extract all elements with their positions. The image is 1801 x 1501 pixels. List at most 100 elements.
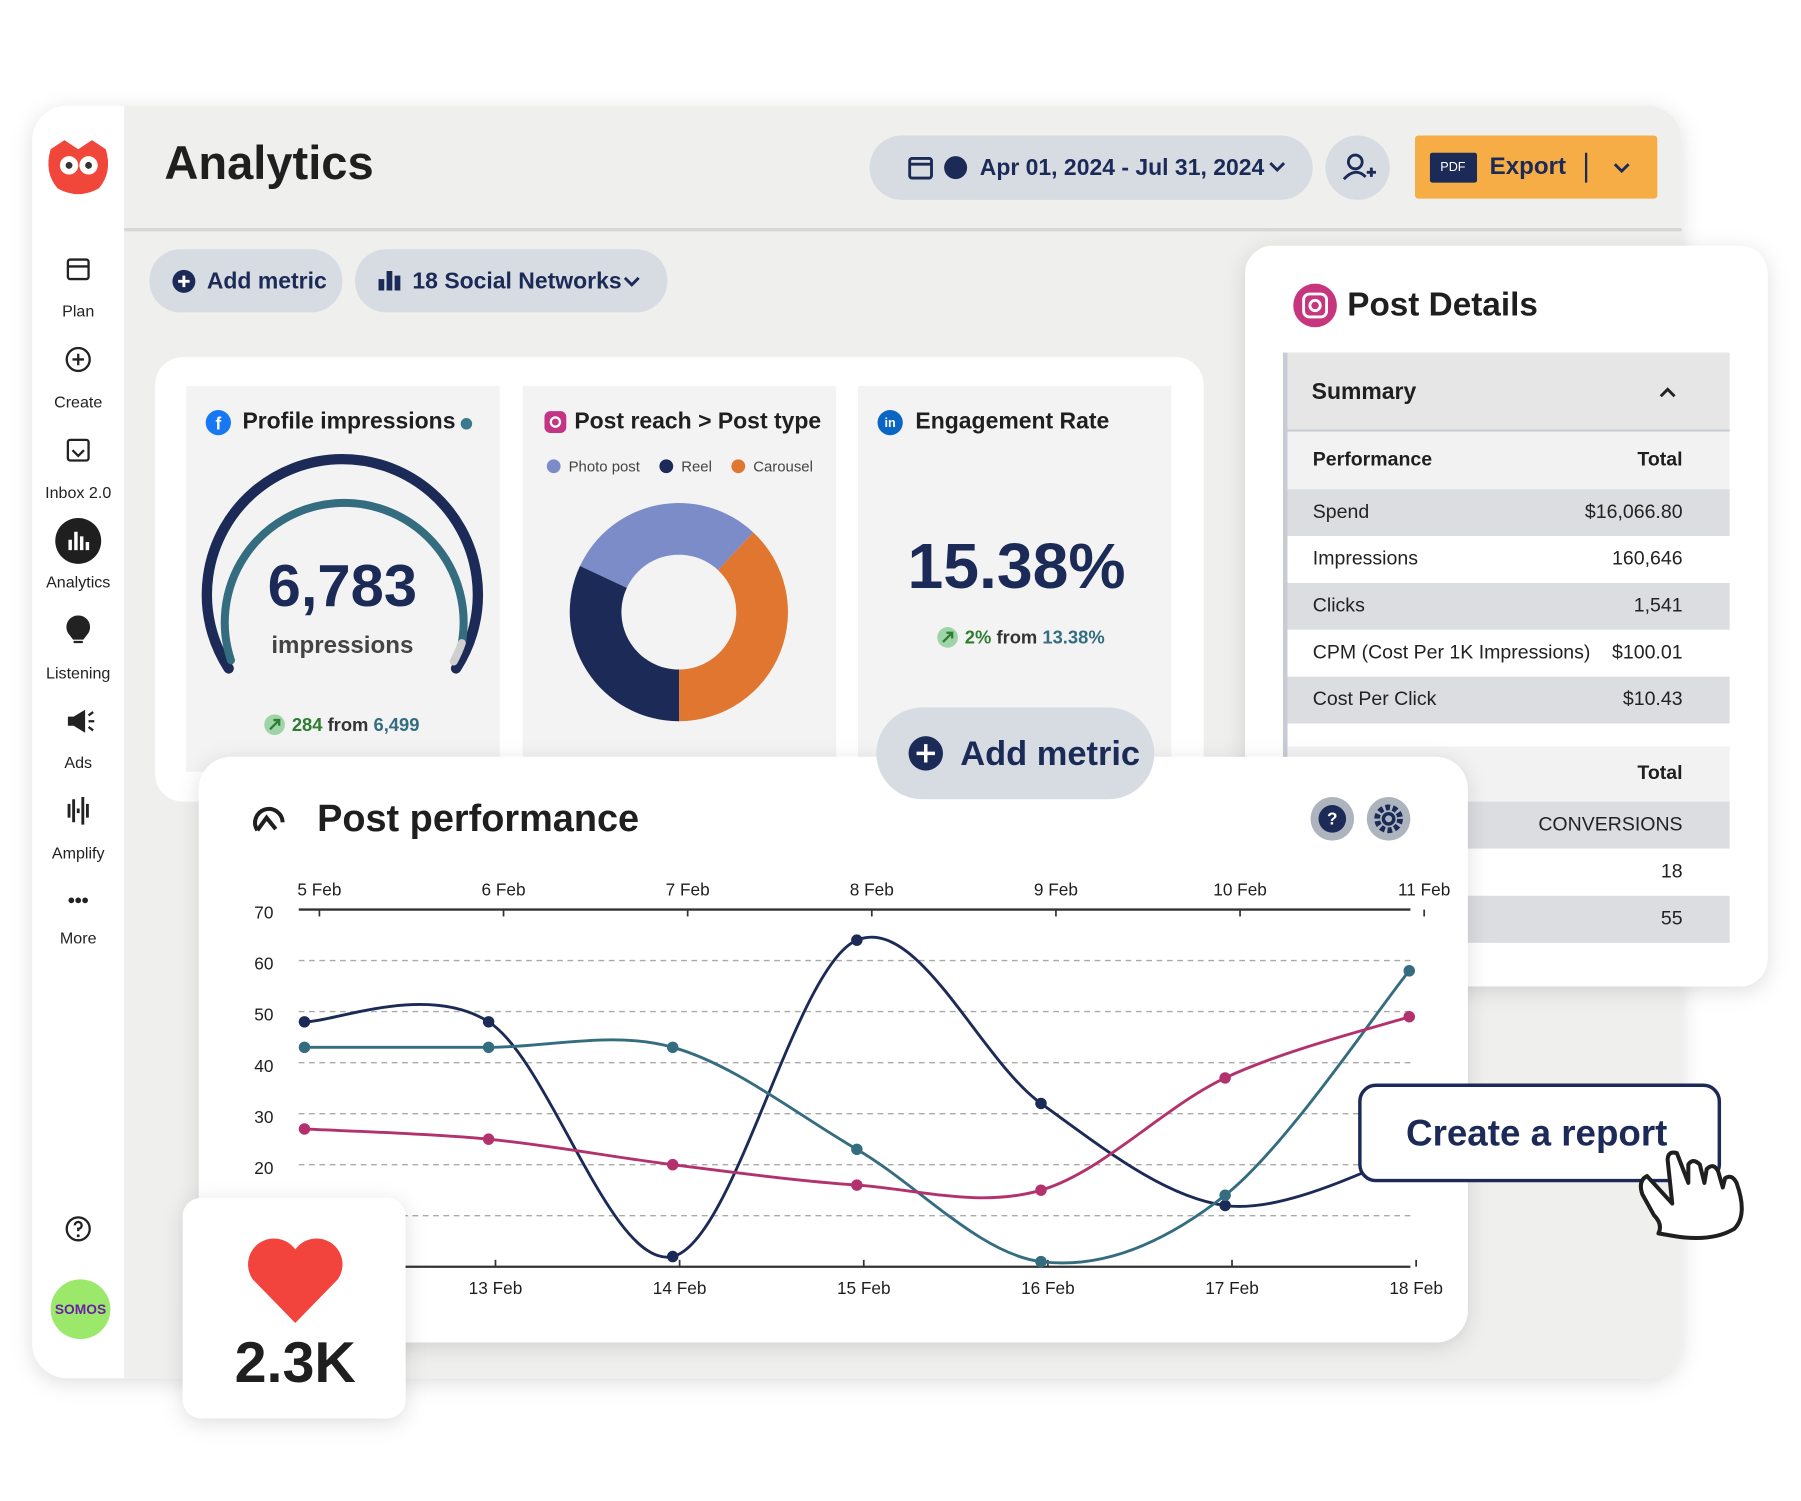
logo: [48, 140, 109, 195]
svg-text:?: ?: [1327, 809, 1338, 829]
data-point: [666, 1158, 679, 1171]
data-point: [1219, 1189, 1231, 1202]
date-range[interactable]: Apr 01, 2024 - Jul 31, 2024: [980, 154, 1265, 180]
settings-button[interactable]: [1366, 797, 1411, 841]
likes-value: 2.3K: [235, 1331, 356, 1395]
data-point: [1035, 1255, 1047, 1268]
share-button[interactable]: [1325, 135, 1390, 200]
table-cell: $10.43: [1623, 688, 1683, 710]
from: from: [328, 714, 369, 735]
button-label[interactable]: Create a report: [1406, 1113, 1667, 1154]
table-header: [1287, 431, 1730, 490]
gauge-rest: [449, 639, 466, 666]
export-label[interactable]: Export: [1490, 153, 1566, 180]
x2-tick-label: 17 Feb: [1205, 1278, 1259, 1298]
collapse-icon[interactable]: [1659, 387, 1676, 398]
nav-label[interactable]: Analytics: [46, 574, 110, 592]
card-change: 2% from 13.38%: [965, 626, 1105, 647]
pointer-hand: [1638, 1150, 1744, 1241]
data-point: [482, 1016, 495, 1028]
y-tick-label: 40: [254, 1056, 273, 1076]
x-tick-label: 6 Feb: [482, 880, 526, 900]
export-button[interactable]: PDF Export: [1414, 135, 1658, 199]
instagram-icon: [1293, 283, 1337, 328]
legend-swatch: [546, 459, 561, 474]
summary-label[interactable]: Summary: [1312, 378, 1417, 404]
panel-title: Post Details: [1347, 286, 1538, 323]
nav-label[interactable]: More: [60, 930, 97, 948]
avatar[interactable]: [50, 1279, 111, 1340]
card-title: Post reach > Post type: [574, 408, 821, 434]
data-point: [666, 1041, 679, 1054]
data-point: [851, 1143, 863, 1156]
nav-label[interactable]: Inbox 2.0: [45, 484, 111, 502]
card-title: Post performance: [317, 798, 639, 840]
avatar-label: SOMOS: [55, 1302, 106, 1317]
linkedin-icon: [877, 409, 903, 436]
button-label[interactable]: 18 Social Networks: [412, 268, 621, 294]
legend-label: Reel: [681, 458, 712, 475]
card-title: Engagement Rate: [915, 408, 1109, 434]
card-unit: impressions: [271, 632, 413, 659]
export-badge: PDF: [1440, 160, 1466, 174]
table-cell: $16,066.80: [1585, 501, 1683, 523]
nav-label[interactable]: Amplify: [52, 845, 105, 863]
performance-icon: [253, 806, 285, 832]
table-cell: CONVERSIONS: [1538, 813, 1682, 835]
help-button[interactable]: ?: [1310, 797, 1355, 841]
table-cell: 55: [1661, 907, 1683, 929]
nav-plan[interactable]: Plan: [62, 258, 94, 321]
nav-inbox[interactable]: Inbox 2.0: [45, 438, 111, 502]
nav-label[interactable]: Listening: [46, 664, 110, 682]
donut-slice: [579, 503, 754, 588]
add-metric-floating[interactable]: Add metric: [876, 707, 1155, 800]
donut-slice: [569, 566, 680, 722]
icon-glyph: in: [885, 416, 896, 430]
table-row: [1287, 536, 1730, 583]
card-value: 6,783: [268, 552, 417, 619]
data-point: [1219, 1199, 1231, 1212]
y-tick-label: 50: [254, 1005, 273, 1025]
nav-label[interactable]: Create: [54, 393, 102, 411]
x-tick-label: 5 Feb: [297, 880, 341, 900]
from: from: [996, 626, 1037, 647]
table-cell: Clicks: [1313, 595, 1365, 617]
data-point: [482, 1133, 495, 1145]
nav-ads[interactable]: Ads: [64, 709, 95, 772]
table-header-cell: Total: [1637, 762, 1682, 784]
networks-button[interactable]: 18 Social Networks: [354, 249, 668, 313]
create-report-button[interactable]: Create a report: [1358, 1083, 1722, 1183]
x2-tick-label: 15 Feb: [837, 1278, 891, 1298]
x2-tick-label: 13 Feb: [469, 1278, 523, 1298]
summary-header[interactable]: [1287, 352, 1730, 430]
series-line: [304, 936, 1410, 1259]
date-picker[interactable]: Apr 01, 2024 - Jul 31, 2024: [869, 135, 1313, 200]
help-button[interactable]: [65, 1216, 91, 1242]
nav-more[interactable]: More: [60, 897, 97, 948]
y-tick-label: 60: [254, 954, 273, 974]
facebook-icon: [205, 409, 231, 436]
x2-tick-label: 14 Feb: [653, 1278, 707, 1298]
sidebar: [32, 105, 125, 1379]
nav-amplify[interactable]: Amplify: [52, 797, 105, 863]
card: [186, 385, 500, 772]
table-header-cell: Performance: [1313, 449, 1432, 471]
nav-create[interactable]: Create: [54, 346, 102, 411]
button-label[interactable]: Add metric: [207, 268, 327, 294]
nav-analytics[interactable]: Analytics: [46, 517, 110, 592]
button-label[interactable]: Add metric: [960, 735, 1140, 773]
change: 284: [292, 714, 323, 735]
add-metric-button[interactable]: Add metric: [149, 249, 343, 313]
table-header-cell: Total: [1637, 449, 1682, 471]
data-point: [851, 934, 863, 946]
legend-label: Photo post: [569, 458, 641, 475]
table-row: [1287, 676, 1730, 724]
nav-label[interactable]: Ads: [64, 754, 92, 772]
nav-listening[interactable]: Listening: [46, 615, 110, 683]
nav-label[interactable]: Plan: [62, 303, 94, 321]
data-point: [666, 1250, 679, 1263]
data-point: [1035, 1097, 1047, 1110]
change: 2%: [965, 626, 992, 647]
